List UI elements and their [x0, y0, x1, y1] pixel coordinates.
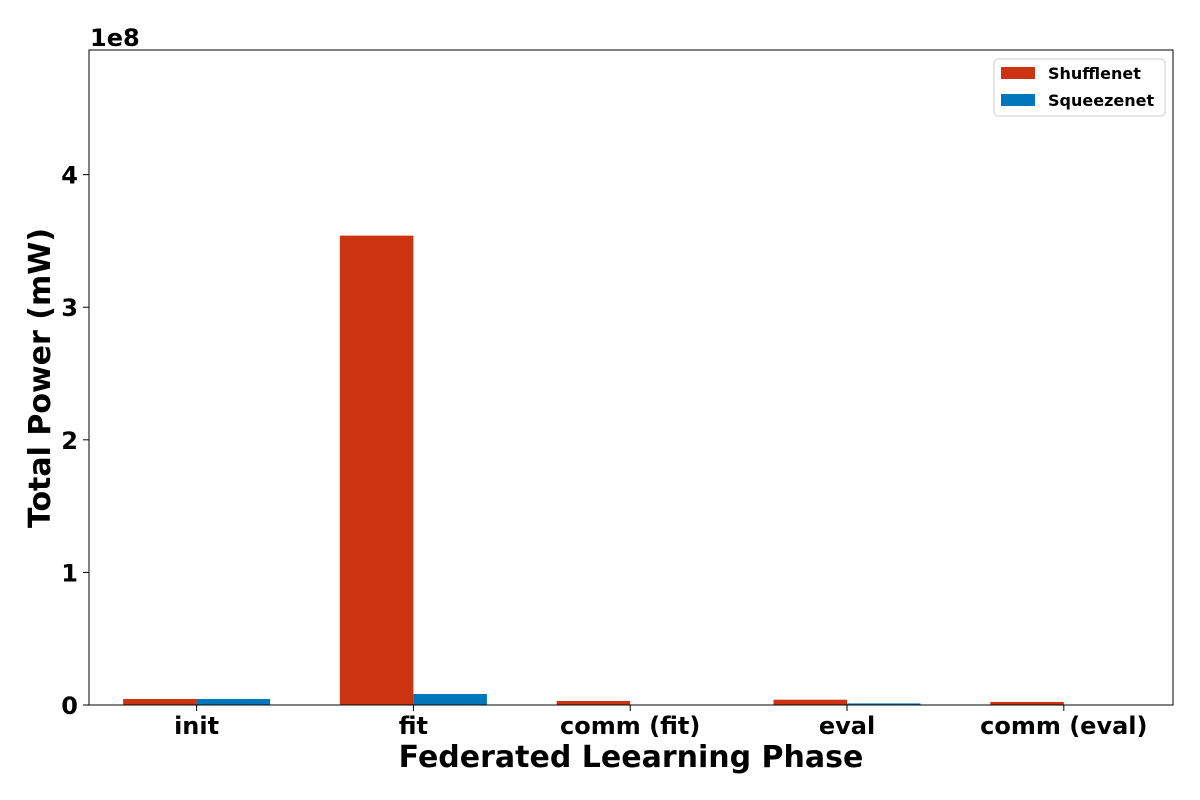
bar-shufflenet-fit: [339, 235, 414, 705]
legend: Shufflenet Squeezenet: [993, 58, 1166, 117]
legend-box: [993, 58, 1166, 117]
legend-swatch-shufflenet: [1001, 67, 1035, 79]
x-axis-title: Federated Leearning Phase: [399, 740, 864, 775]
y-tick-label: 1: [61, 559, 78, 587]
legend-label-squeezenet: Squeezenet: [1048, 91, 1154, 110]
x-tick-label: init: [174, 712, 219, 740]
legend-label-shufflenet: Shufflenet: [1048, 64, 1141, 83]
legend-swatch-squeezenet: [1001, 94, 1035, 106]
y-tick-label: 2: [61, 427, 78, 455]
y-tick-label: 4: [61, 162, 78, 190]
bar-squeezenet-init: [196, 699, 271, 705]
bar-squeezenet-fit: [413, 693, 487, 705]
x-tick-label: comm (fit): [560, 712, 700, 740]
y-axis-ticks: 0 1 2 3 4: [61, 162, 89, 720]
y-axis-multiplier: 1e8: [90, 24, 140, 52]
x-tick-label: fit: [399, 712, 428, 740]
x-tick-label: eval: [819, 712, 875, 740]
bar-shufflenet-eval: [773, 699, 847, 705]
x-axis-ticks: init fit comm (fit) eval comm (eval): [174, 705, 1147, 740]
bar-shufflenet-comm-fit: [556, 701, 631, 705]
bar-squeezenet-eval: [847, 703, 921, 705]
x-tick-label: comm (eval): [980, 712, 1147, 740]
plot-area-frame: [88, 49, 1174, 706]
plot-bars: [123, 235, 1138, 705]
y-axis-title: Total Power (mW): [23, 228, 58, 528]
y-tick-label: 3: [61, 294, 78, 322]
bar-shufflenet-comm-eval: [990, 701, 1064, 705]
y-tick-label: 0: [61, 692, 78, 720]
bar-shufflenet-init: [123, 699, 197, 705]
